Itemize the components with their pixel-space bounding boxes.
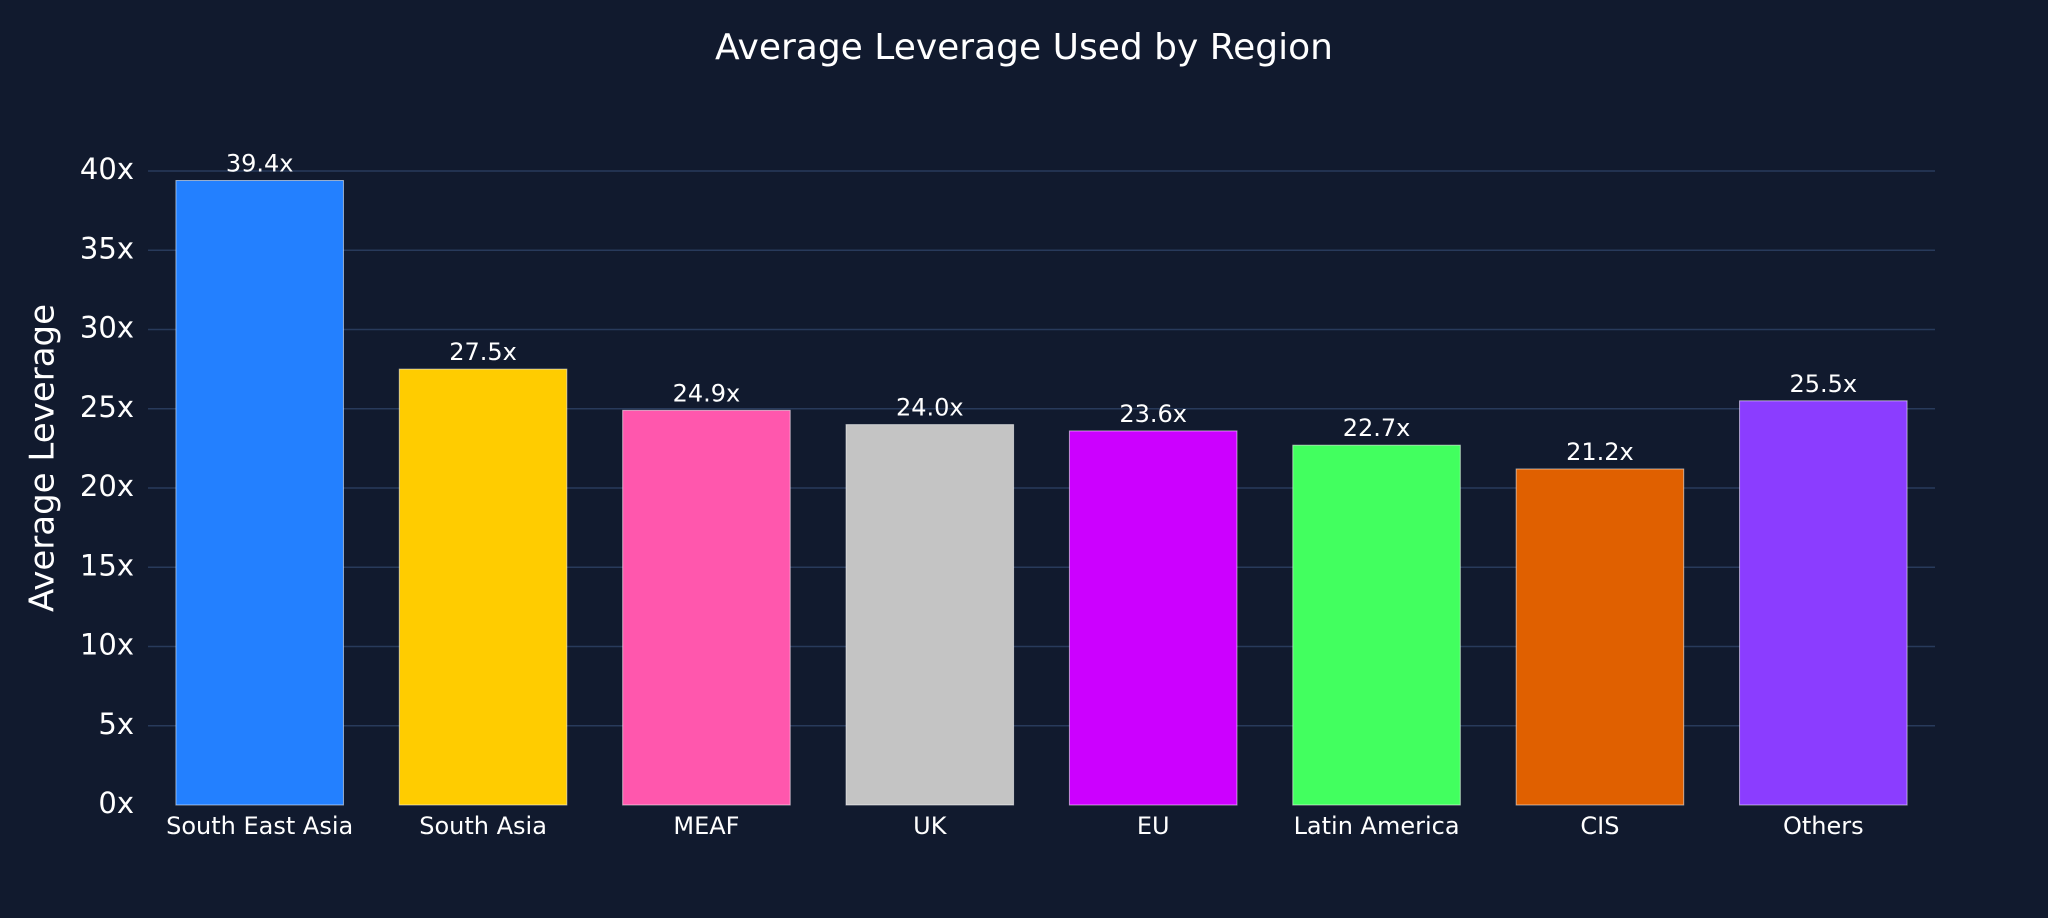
y-axis-title: Average Leverage: [23, 304, 63, 612]
data-label: 21.2x: [1566, 438, 1634, 466]
data-label: 23.6x: [1119, 400, 1187, 428]
data-label: 24.0x: [896, 394, 964, 422]
bar-others: [1739, 400, 1908, 806]
chart-title: Average Leverage Used by Region: [715, 27, 1333, 68]
data-label: 25.5x: [1789, 370, 1857, 398]
y-tick-label: 25x: [80, 390, 134, 424]
data-labels: 39.4x 27.5x 24.9x 24.0x 23.6x 22.7x 21.2x 25.5x: [226, 150, 1857, 466]
y-tick-label: 15x: [80, 548, 134, 582]
y-tick-label: 30x: [80, 311, 134, 345]
y-tick-label: 35x: [80, 231, 134, 265]
bar-meaf: [622, 409, 791, 806]
x-tick-label: CIS: [1580, 812, 1619, 840]
bar-eu: [1068, 430, 1238, 806]
x-tick-label: Others: [1783, 812, 1864, 840]
x-tick-label: UK: [913, 812, 948, 840]
y-tick-label: 20x: [80, 469, 134, 503]
bar-uk: [845, 424, 1015, 806]
bar-latin-america: [1292, 444, 1461, 806]
data-label: 24.9x: [673, 379, 741, 407]
x-tick-label: South Asia: [419, 812, 547, 840]
bar-cis: [1515, 468, 1685, 806]
y-tick-label: 40x: [80, 152, 134, 186]
bar-south-asia: [398, 368, 568, 806]
y-axis-ticks: 0x 5x 10x 15x 20x 25x 30x 35x 40x: [80, 152, 134, 820]
bar-south-east-asia: [175, 180, 344, 806]
bars: [175, 180, 1908, 806]
data-label: 27.5x: [449, 338, 517, 366]
x-tick-label: EU: [1137, 812, 1170, 840]
y-tick-label: 0x: [98, 786, 134, 820]
y-tick-label: 5x: [98, 707, 134, 741]
data-label: 39.4x: [226, 150, 294, 178]
x-axis-ticks: South East Asia South Asia MEAF UK EU Latin A…: [166, 812, 1864, 840]
x-tick-label: Latin America: [1294, 812, 1460, 840]
data-label: 22.7x: [1343, 414, 1411, 442]
y-tick-label: 10x: [80, 628, 134, 662]
x-tick-label: South East Asia: [166, 812, 353, 840]
x-tick-label: MEAF: [673, 812, 739, 840]
